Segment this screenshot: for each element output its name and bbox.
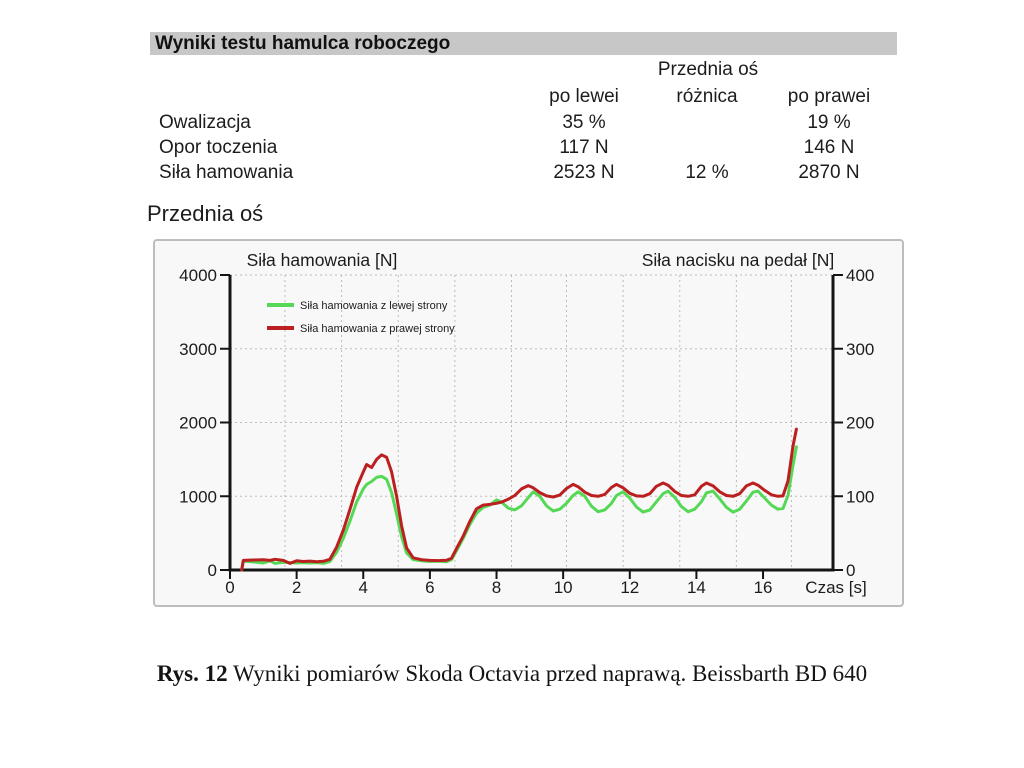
x-tick-label: 10 (554, 578, 573, 597)
x-tick-label: 4 (359, 578, 368, 597)
row-value-diff: 12 % (685, 162, 729, 183)
series-line (240, 427, 798, 572)
y-right-tick-label: 100 (846, 487, 874, 506)
y-right-tick-label: 0 (846, 561, 855, 580)
y-right-tick-label: 300 (846, 340, 874, 359)
x-axis-label: Czas [s] (805, 578, 866, 597)
x-tick-label: 6 (425, 578, 434, 597)
x-tick-label: 2 (292, 578, 301, 597)
y-left-tick-label: 3000 (179, 340, 217, 359)
y-left-tick-label: 4000 (179, 266, 217, 285)
x-tick-label: 8 (492, 578, 501, 597)
chart-panel: 0 1000 2000 3000 4000 0 100 200 300 400 0 2 4 6 8 10 12 1… (153, 239, 904, 607)
row-label: Siła hamowania (159, 162, 294, 183)
caption-text: Wyniki pomiarów Skoda Octavia przed napr… (227, 661, 868, 686)
row-value-left: 117 N (559, 137, 609, 158)
row-value-left: 35 % (562, 112, 606, 133)
y-left-tick-label: 1000 (179, 487, 217, 506)
results-title-bar: Wyniki testu hamulca roboczego (150, 32, 897, 55)
legend-label: Siła hamowania z prawej strony (300, 323, 455, 335)
legend-label: Siła hamowania z lewej strony (300, 300, 448, 312)
x-tick-label: 12 (620, 578, 639, 597)
row-label: Owalizacja (159, 112, 251, 133)
y-right-tick-label: 400 (846, 266, 874, 285)
table-axis-group-header: Przednia oś (657, 59, 759, 80)
y-left-tick-label: 2000 (179, 414, 217, 433)
col-header-right: po prawei (787, 86, 871, 107)
row-value-right: 146 N (803, 137, 855, 158)
row-value-right: 19 % (807, 112, 851, 133)
series-line (240, 445, 798, 572)
y-right-tick-label: 200 (846, 414, 874, 433)
x-tick-label: 0 (225, 578, 234, 597)
row-label: Opor toczenia (159, 137, 278, 158)
col-header-left: po lewei (549, 86, 619, 107)
y-left-tick-label: 0 (208, 561, 217, 580)
col-header-diff: różnica (676, 86, 738, 107)
chart-section-title: Przednia oś (147, 201, 264, 226)
x-tick-label: 16 (754, 578, 773, 597)
chart-title-left: Siła hamowania [N] (247, 250, 398, 270)
row-value-right: 2870 N (798, 162, 860, 183)
caption-number: Rys. 12 (156, 661, 228, 686)
chart-title-right: Siła nacisku na pedał [N] (642, 250, 835, 270)
results-title: Wyniki testu hamulca roboczego (155, 33, 451, 54)
x-tick-label: 14 (687, 578, 706, 597)
figure-caption: Rys. 12 Wyniki pomiarów Skoda Octavia pr… (0, 661, 1024, 687)
row-value-left: 2523 N (553, 162, 615, 183)
